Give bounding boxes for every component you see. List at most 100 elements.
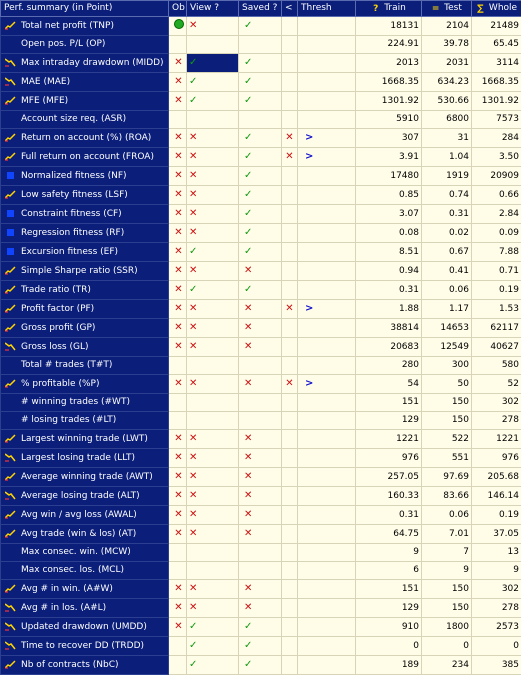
thresh-cell[interactable] xyxy=(298,656,356,675)
lt-cell[interactable] xyxy=(282,186,298,205)
metric-name-cell[interactable]: % profitable (%P) xyxy=(1,375,169,394)
view-cell[interactable]: ✓ xyxy=(187,637,239,656)
ob-cell[interactable] xyxy=(169,17,187,36)
metric-name-cell[interactable]: Average winning trade (AWT) xyxy=(1,468,169,487)
metric-name-cell[interactable]: Average losing trade (ALT) xyxy=(1,487,169,506)
lt-cell[interactable] xyxy=(282,243,298,262)
lt-cell[interactable] xyxy=(282,338,298,357)
saved-cell[interactable]: ✓ xyxy=(239,243,282,262)
view-cell[interactable] xyxy=(187,412,239,430)
lt-cell[interactable] xyxy=(282,449,298,468)
saved-cell[interactable] xyxy=(239,394,282,412)
lt-cell[interactable]: ✕ xyxy=(282,375,298,394)
saved-cell[interactable]: ✕ xyxy=(239,449,282,468)
view-cell[interactable]: ✕ xyxy=(187,449,239,468)
saved-cell[interactable]: ✕ xyxy=(239,300,282,319)
saved-cell[interactable] xyxy=(239,36,282,54)
ob-cell[interactable] xyxy=(169,357,187,375)
metric-name-cell[interactable]: Largest winning trade (LWT) xyxy=(1,430,169,449)
thresh-cell[interactable] xyxy=(298,487,356,506)
col-header-whole[interactable]: ∑Whole xyxy=(472,1,521,17)
thresh-cell[interactable] xyxy=(298,599,356,618)
lt-cell[interactable] xyxy=(282,618,298,637)
saved-cell[interactable]: ✓ xyxy=(239,167,282,186)
metric-name-cell[interactable]: Total net profit (TNP) xyxy=(1,17,169,36)
saved-cell[interactable]: ✓ xyxy=(239,656,282,675)
lt-cell[interactable] xyxy=(282,580,298,599)
thresh-cell[interactable] xyxy=(298,430,356,449)
metric-name-cell[interactable]: Constraint fitness (CF) xyxy=(1,205,169,224)
metric-name-cell[interactable]: Low safety fitness (LSF) xyxy=(1,186,169,205)
view-cell[interactable]: ✕ xyxy=(187,338,239,357)
lt-cell[interactable] xyxy=(282,525,298,544)
ob-cell[interactable] xyxy=(169,111,187,129)
lt-cell[interactable]: ✕ xyxy=(282,300,298,319)
col-header-ob[interactable]: Ob xyxy=(169,1,187,17)
lt-cell[interactable] xyxy=(282,205,298,224)
metric-name-cell[interactable]: Normalized fitness (NF) xyxy=(1,167,169,186)
metric-name-cell[interactable]: Full return on account (FROA) xyxy=(1,148,169,167)
saved-cell[interactable] xyxy=(239,357,282,375)
saved-cell[interactable]: ✓ xyxy=(239,148,282,167)
lt-cell[interactable] xyxy=(282,637,298,656)
metric-name-cell[interactable]: MFE (MFE) xyxy=(1,92,169,111)
metric-name-cell[interactable]: # losing trades (#LT) xyxy=(1,412,169,430)
col-header-lt[interactable]: < xyxy=(282,1,298,17)
view-cell[interactable]: ✕ xyxy=(187,186,239,205)
view-cell[interactable]: ✕ xyxy=(187,580,239,599)
saved-cell[interactable]: ✕ xyxy=(239,338,282,357)
ob-cell[interactable] xyxy=(169,36,187,54)
metric-name-cell[interactable]: Simple Sharpe ratio (SSR) xyxy=(1,262,169,281)
metric-name-cell[interactable]: Avg # in los. (A#L) xyxy=(1,599,169,618)
view-cell[interactable]: ✕ xyxy=(187,148,239,167)
lt-cell[interactable] xyxy=(282,357,298,375)
col-header-test[interactable]: =Test xyxy=(422,1,472,17)
ob-cell[interactable]: ✕ xyxy=(169,167,187,186)
ob-cell[interactable]: ✕ xyxy=(169,73,187,92)
ob-cell[interactable]: ✕ xyxy=(169,430,187,449)
metric-name-cell[interactable]: Max consec. win. (MCW) xyxy=(1,544,169,562)
saved-cell[interactable]: ✓ xyxy=(239,637,282,656)
lt-cell[interactable] xyxy=(282,224,298,243)
saved-cell[interactable]: ✓ xyxy=(239,73,282,92)
ob-cell[interactable]: ✕ xyxy=(169,449,187,468)
saved-cell[interactable]: ✕ xyxy=(239,506,282,525)
thresh-cell[interactable] xyxy=(298,167,356,186)
ob-cell[interactable] xyxy=(169,412,187,430)
saved-cell[interactable]: ✓ xyxy=(239,129,282,148)
metric-name-cell[interactable]: Account size req. (ASR) xyxy=(1,111,169,129)
view-cell[interactable]: ✕ xyxy=(187,17,239,36)
thresh-cell[interactable] xyxy=(298,449,356,468)
view-cell[interactable]: ✕ xyxy=(187,224,239,243)
thresh-cell[interactable] xyxy=(298,36,356,54)
metric-name-cell[interactable]: Time to recover DD (TRDD) xyxy=(1,637,169,656)
view-cell[interactable] xyxy=(187,357,239,375)
thresh-cell[interactable] xyxy=(298,357,356,375)
ob-cell[interactable] xyxy=(169,656,187,675)
lt-cell[interactable]: ✕ xyxy=(282,129,298,148)
lt-cell[interactable] xyxy=(282,562,298,580)
lt-cell[interactable] xyxy=(282,73,298,92)
saved-cell[interactable]: ✓ xyxy=(239,224,282,243)
lt-cell[interactable] xyxy=(282,92,298,111)
thresh-cell[interactable]: > xyxy=(298,375,356,394)
metric-name-cell[interactable]: Updated drawdown (UMDD) xyxy=(1,618,169,637)
lt-cell[interactable] xyxy=(282,167,298,186)
metric-name-cell[interactable]: Excursion fitness (EF) xyxy=(1,243,169,262)
view-cell[interactable]: ✕ xyxy=(187,319,239,338)
